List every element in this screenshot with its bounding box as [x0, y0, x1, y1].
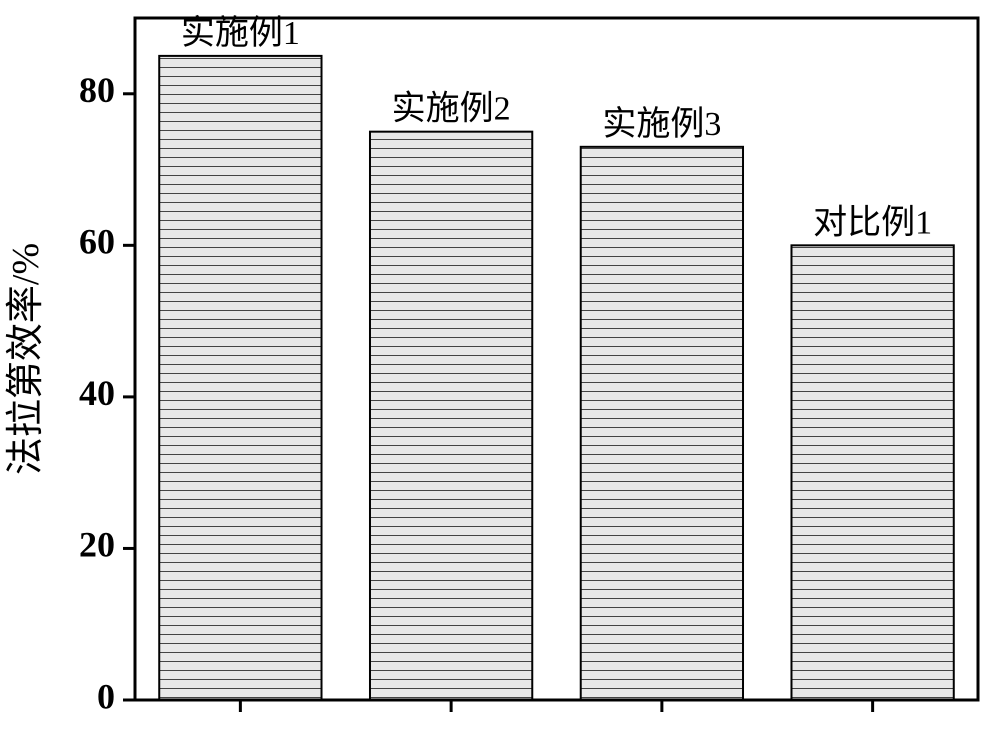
bar-label: 实施例2 — [392, 90, 511, 128]
ytick-label: 60 — [79, 222, 115, 262]
ytick-label: 80 — [79, 70, 115, 110]
bar — [370, 132, 532, 700]
bar-label: 对比例1 — [813, 203, 932, 241]
ytick-label: 20 — [79, 525, 115, 565]
y-axis-label: 法拉第效率/% — [5, 243, 47, 475]
bar-label: 实施例3 — [602, 105, 721, 143]
bar — [791, 245, 953, 700]
bar — [581, 147, 743, 700]
ytick-label: 0 — [97, 676, 115, 716]
ytick-label: 40 — [79, 373, 115, 413]
bar — [159, 56, 321, 700]
bar-label: 实施例1 — [181, 14, 300, 52]
faradaic-efficiency-bar-chart: 实施例1 实施例2 实施例3 对比例1 0 20 40 60 80 法拉第效率/% — [0, 0, 1000, 738]
